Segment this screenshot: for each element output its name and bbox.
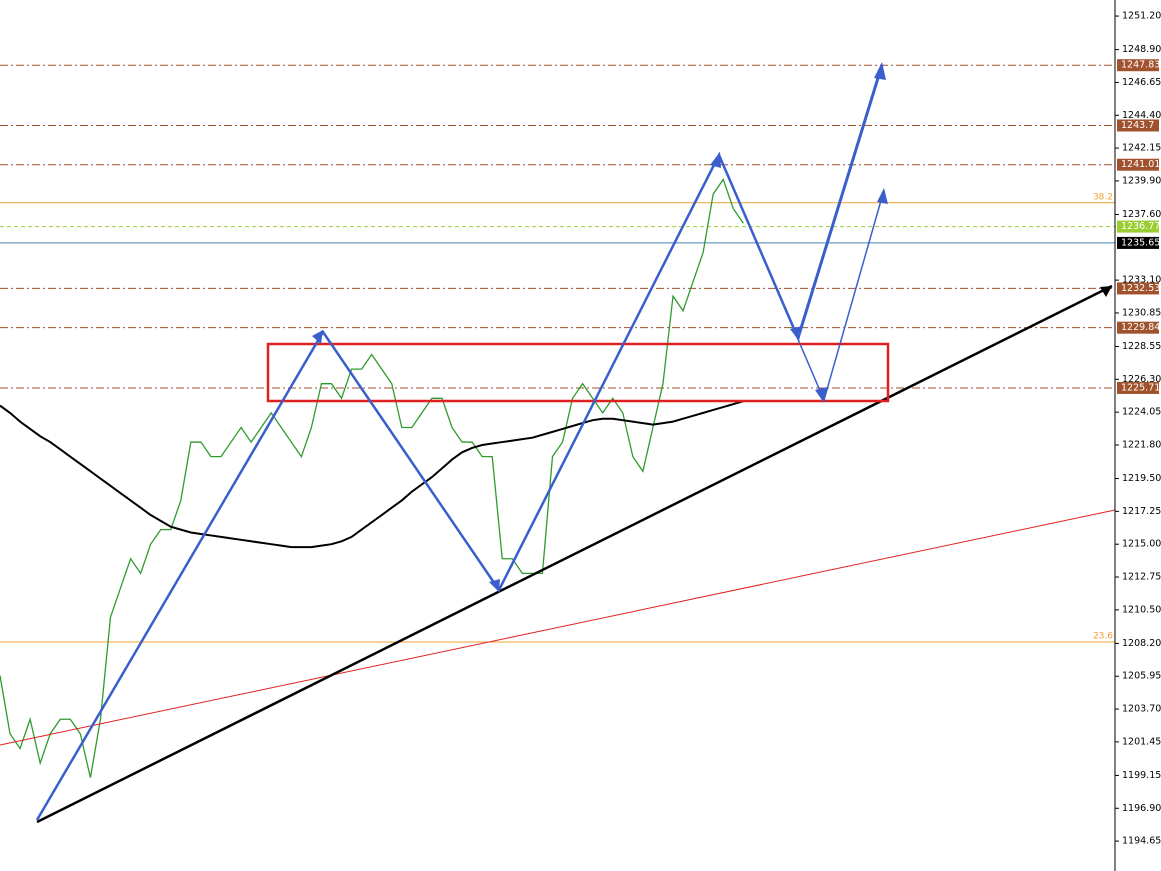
y-tick-label: 1194.65 — [1122, 836, 1161, 847]
annotations — [0, 62, 1116, 824]
y-tick-label: 1251.20 — [1122, 11, 1161, 22]
y-tick-label: 1226.30 — [1122, 374, 1161, 385]
level-tag — [1117, 236, 1159, 249]
y-tick-label: 1201.45 — [1122, 736, 1161, 747]
y-tick-label: 1244.40 — [1122, 110, 1161, 121]
level-tag — [1117, 119, 1159, 132]
arrow-head — [815, 387, 827, 403]
fib-label: 23.6 — [1093, 631, 1113, 641]
y-tick-label: 1208.20 — [1122, 638, 1161, 649]
wave-up — [796, 64, 884, 339]
support-trendline — [36, 284, 1113, 824]
y-tick-label: 1212.75 — [1122, 572, 1161, 583]
level-tag-label: 1229.84 — [1121, 322, 1160, 333]
y-tick-label: 1205.95 — [1122, 671, 1161, 682]
arrow-head — [790, 326, 802, 341]
level-tag-label: 1247.83 — [1121, 60, 1160, 71]
y-tick-label: 1199.15 — [1122, 770, 1161, 781]
price-line — [0, 178, 744, 778]
y-tick-label: 1230.85 — [1122, 307, 1161, 318]
y-tick-label: 1248.90 — [1122, 44, 1161, 55]
y-tick-label: 1237.60 — [1122, 209, 1161, 220]
y-tick-label: 1224.05 — [1122, 407, 1161, 418]
y-tick-label: 1242.15 — [1122, 143, 1161, 154]
arrow-head — [710, 152, 721, 168]
y-tick-label: 1239.90 — [1122, 175, 1161, 186]
level-tag — [1117, 220, 1159, 233]
arrow-head — [489, 579, 500, 592]
y-tick-label: 1210.50 — [1122, 604, 1161, 615]
level-tag — [1117, 59, 1159, 72]
level-tag — [1117, 158, 1159, 171]
arrow-head — [312, 330, 323, 344]
level-tag-label: 1225.71 — [1121, 382, 1160, 393]
y-tick-label: 1228.55 — [1122, 341, 1161, 352]
level-tag-label: 1236.77 — [1121, 221, 1160, 232]
level-tag — [1117, 321, 1159, 334]
resistance-zone — [266, 342, 890, 403]
y-tick-label: 1246.65 — [1122, 77, 1161, 88]
level-tag-label: 1232.53 — [1121, 283, 1160, 294]
y-tick-label: 1215.00 — [1122, 539, 1161, 550]
arrow-head — [1100, 286, 1112, 297]
level-tag-label: 1241.01 — [1121, 159, 1160, 170]
level-tag-label: 1235.65 — [1121, 237, 1160, 248]
red-trendline — [0, 509, 1116, 746]
y-tick-label: 1196.90 — [1122, 803, 1161, 814]
level-tag — [1117, 381, 1159, 394]
wave-alt — [718, 154, 885, 403]
moving-average — [0, 400, 744, 549]
y-tick-label: 1221.80 — [1122, 439, 1161, 450]
fib-label: 38.2 — [1093, 192, 1113, 202]
arrow-head — [877, 188, 888, 204]
arrow-head — [874, 62, 886, 80]
level-tag — [1117, 282, 1159, 295]
y-tick-label: 1219.50 — [1122, 473, 1161, 484]
level-tag-label: 1243.7 — [1121, 120, 1154, 131]
y-tick-label: 1217.25 — [1122, 506, 1161, 517]
y-tick-label: 1203.70 — [1122, 704, 1161, 715]
y-tick-label: 1233.10 — [1122, 275, 1161, 286]
